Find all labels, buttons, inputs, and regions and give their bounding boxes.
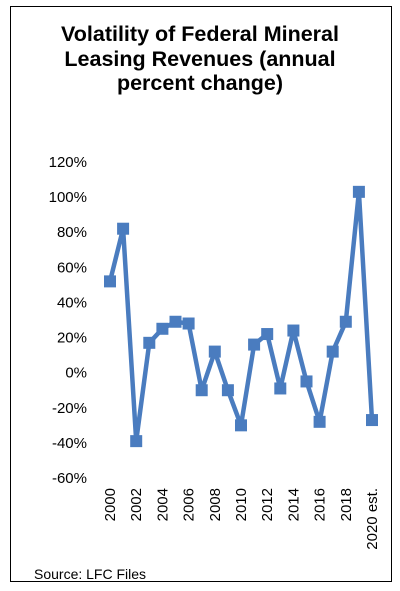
x-tick-label: 2010 <box>233 488 250 521</box>
data-point <box>130 435 143 448</box>
x-tick-label: 2018 <box>338 488 355 521</box>
series-line <box>107 189 375 444</box>
x-tick-label: 2002 <box>128 488 145 521</box>
data-point <box>235 419 247 432</box>
plot-area <box>104 185 378 448</box>
y-tick-label: 80% <box>57 224 87 241</box>
y-tick-label: 40% <box>57 294 87 311</box>
data-point <box>287 324 300 337</box>
data-point <box>248 338 261 351</box>
x-tick-label: 2014 <box>285 488 302 521</box>
data-point <box>117 222 130 235</box>
y-tick-label: 120% <box>49 154 87 171</box>
x-tick-label: 2006 <box>181 488 198 521</box>
x-tick-label: 2012 <box>259 488 276 521</box>
chart-title: Volatility of Federal Mineral Leasing Re… <box>61 22 339 95</box>
data-point <box>274 382 287 395</box>
data-point <box>313 415 326 428</box>
x-tick-label: 2016 <box>312 488 329 521</box>
data-point <box>182 317 195 330</box>
data-point <box>208 345 221 358</box>
data-point <box>195 384 208 397</box>
data-point <box>352 185 365 198</box>
x-tick-label: 2000 <box>102 488 119 521</box>
x-axis: 2000 2002 2004 2006 2008 2010 2012 2014 2016 2018… <box>102 488 381 550</box>
data-point <box>339 315 352 328</box>
data-point <box>143 336 156 349</box>
data-point <box>104 275 116 288</box>
x-tick-label: 2020 est. <box>364 488 381 550</box>
source-note: Source: LFC Files <box>34 566 147 582</box>
data-point <box>261 328 274 341</box>
data-point <box>300 375 313 388</box>
chart-frame <box>10 6 392 582</box>
y-tick-label: 0% <box>65 365 87 382</box>
y-tick-label: -20% <box>52 400 87 417</box>
y-tick-label: -60% <box>52 470 87 487</box>
y-tick-label: 60% <box>57 259 87 276</box>
data-point <box>221 384 234 397</box>
y-tick-label: 20% <box>57 330 87 347</box>
data-point <box>326 345 339 358</box>
y-axis: -60% -40% -20% 0% 20% 40% 60% 80% 100% 120% <box>49 154 87 487</box>
data-point <box>366 414 378 427</box>
x-tick-label: 2008 <box>207 488 224 521</box>
data-point <box>156 322 169 335</box>
y-tick-label: -40% <box>52 435 87 452</box>
y-tick-label: 100% <box>49 189 87 206</box>
data-point <box>169 315 182 328</box>
x-tick-label: 2004 <box>154 488 171 521</box>
